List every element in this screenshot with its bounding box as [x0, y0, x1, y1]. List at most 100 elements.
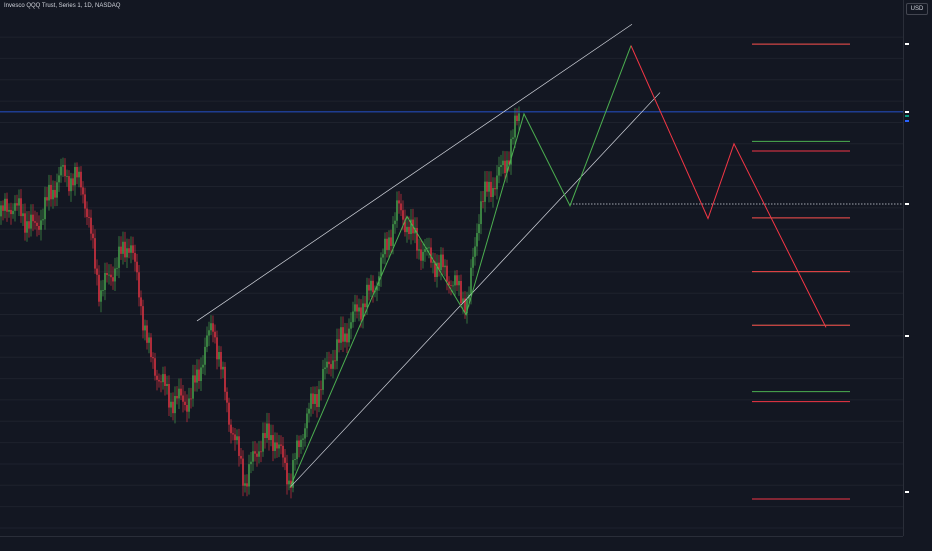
candle: [226, 387, 228, 413]
candle: [496, 165, 498, 200]
candle: [98, 265, 100, 307]
candle: [68, 170, 70, 196]
candle: [422, 241, 424, 269]
candle: [518, 106, 520, 132]
candle: [490, 171, 492, 202]
candle: [394, 212, 396, 234]
candle: [94, 229, 96, 274]
candle: [498, 156, 500, 184]
chart-grid: [0, 36, 903, 529]
candle: [106, 262, 108, 283]
candle: [272, 424, 274, 462]
candle: [464, 291, 466, 319]
candle: [502, 150, 504, 174]
candle: [114, 257, 116, 291]
candle: [338, 328, 340, 353]
candle: [96, 259, 98, 286]
candle: [508, 151, 510, 172]
candle: [34, 210, 36, 230]
candle: [426, 237, 428, 256]
candle: [282, 436, 284, 468]
candle: [346, 323, 348, 353]
candle: [446, 259, 448, 291]
candle: [406, 216, 408, 243]
candle: [82, 181, 84, 204]
candle: [128, 238, 130, 259]
candle: [154, 352, 156, 381]
candle: [354, 294, 356, 322]
price-label: [905, 203, 909, 205]
candle: [176, 386, 178, 405]
candle: [442, 247, 444, 275]
price-label: [905, 110, 909, 113]
candle: [492, 177, 494, 208]
candle: [142, 299, 144, 339]
candle: [386, 232, 388, 258]
candle: [78, 166, 80, 188]
candle: [454, 270, 456, 296]
channel-upper-line: [196, 23, 633, 322]
candle: [350, 312, 352, 340]
candle: [440, 247, 442, 281]
candle: [168, 375, 170, 417]
time-axis[interactable]: [0, 536, 903, 551]
candle: [134, 244, 136, 272]
candle: [206, 326, 208, 353]
candle: [340, 316, 342, 350]
candle: [262, 422, 264, 457]
candle: [190, 387, 192, 409]
candle: [432, 252, 434, 274]
impulse-wave-path: [289, 45, 632, 488]
candle: [194, 364, 196, 392]
candle: [110, 264, 112, 286]
candle: [242, 450, 244, 497]
candle: [488, 171, 490, 203]
candle: [480, 191, 482, 235]
candle: [184, 391, 186, 411]
candle: [174, 386, 176, 424]
candlestick-series: [0, 106, 520, 499]
candle: [64, 158, 66, 183]
candle: [398, 191, 400, 214]
candle: [250, 451, 252, 474]
candle: [4, 193, 6, 219]
candle: [204, 337, 206, 376]
candle: [198, 359, 200, 389]
candle: [90, 209, 92, 241]
candle: [38, 215, 40, 236]
candle: [316, 386, 318, 418]
candle: [246, 474, 248, 497]
candle: [140, 290, 142, 316]
candle: [424, 238, 426, 262]
candle: [30, 204, 32, 237]
candle: [328, 351, 330, 375]
candle: [188, 387, 190, 419]
fibonacci-levels: [752, 43, 850, 500]
candle: [254, 441, 256, 462]
candle: [294, 452, 296, 471]
candle: [336, 328, 338, 370]
candle: [326, 351, 328, 374]
candle: [516, 108, 518, 126]
candle: [400, 193, 402, 217]
candle: [28, 210, 30, 238]
candle: [362, 295, 364, 329]
candle: [92, 225, 94, 249]
candle: [88, 209, 90, 228]
currency-button[interactable]: USD: [906, 3, 928, 15]
price-chart[interactable]: [0, 0, 903, 536]
symbol-legend[interactable]: Invesco QQQ Trust, Series 1, 1D, NASDAQ: [4, 3, 121, 9]
candle: [356, 295, 358, 319]
price-axis[interactable]: [903, 0, 932, 536]
candle: [116, 257, 118, 276]
candle: [40, 209, 42, 241]
candle: [352, 301, 354, 328]
candle: [434, 252, 436, 282]
candle: [514, 107, 516, 149]
candle: [156, 369, 158, 391]
candle: [344, 322, 346, 348]
candle: [170, 392, 172, 418]
price-label: [905, 43, 909, 46]
candle: [192, 364, 194, 407]
candle: [216, 330, 218, 370]
